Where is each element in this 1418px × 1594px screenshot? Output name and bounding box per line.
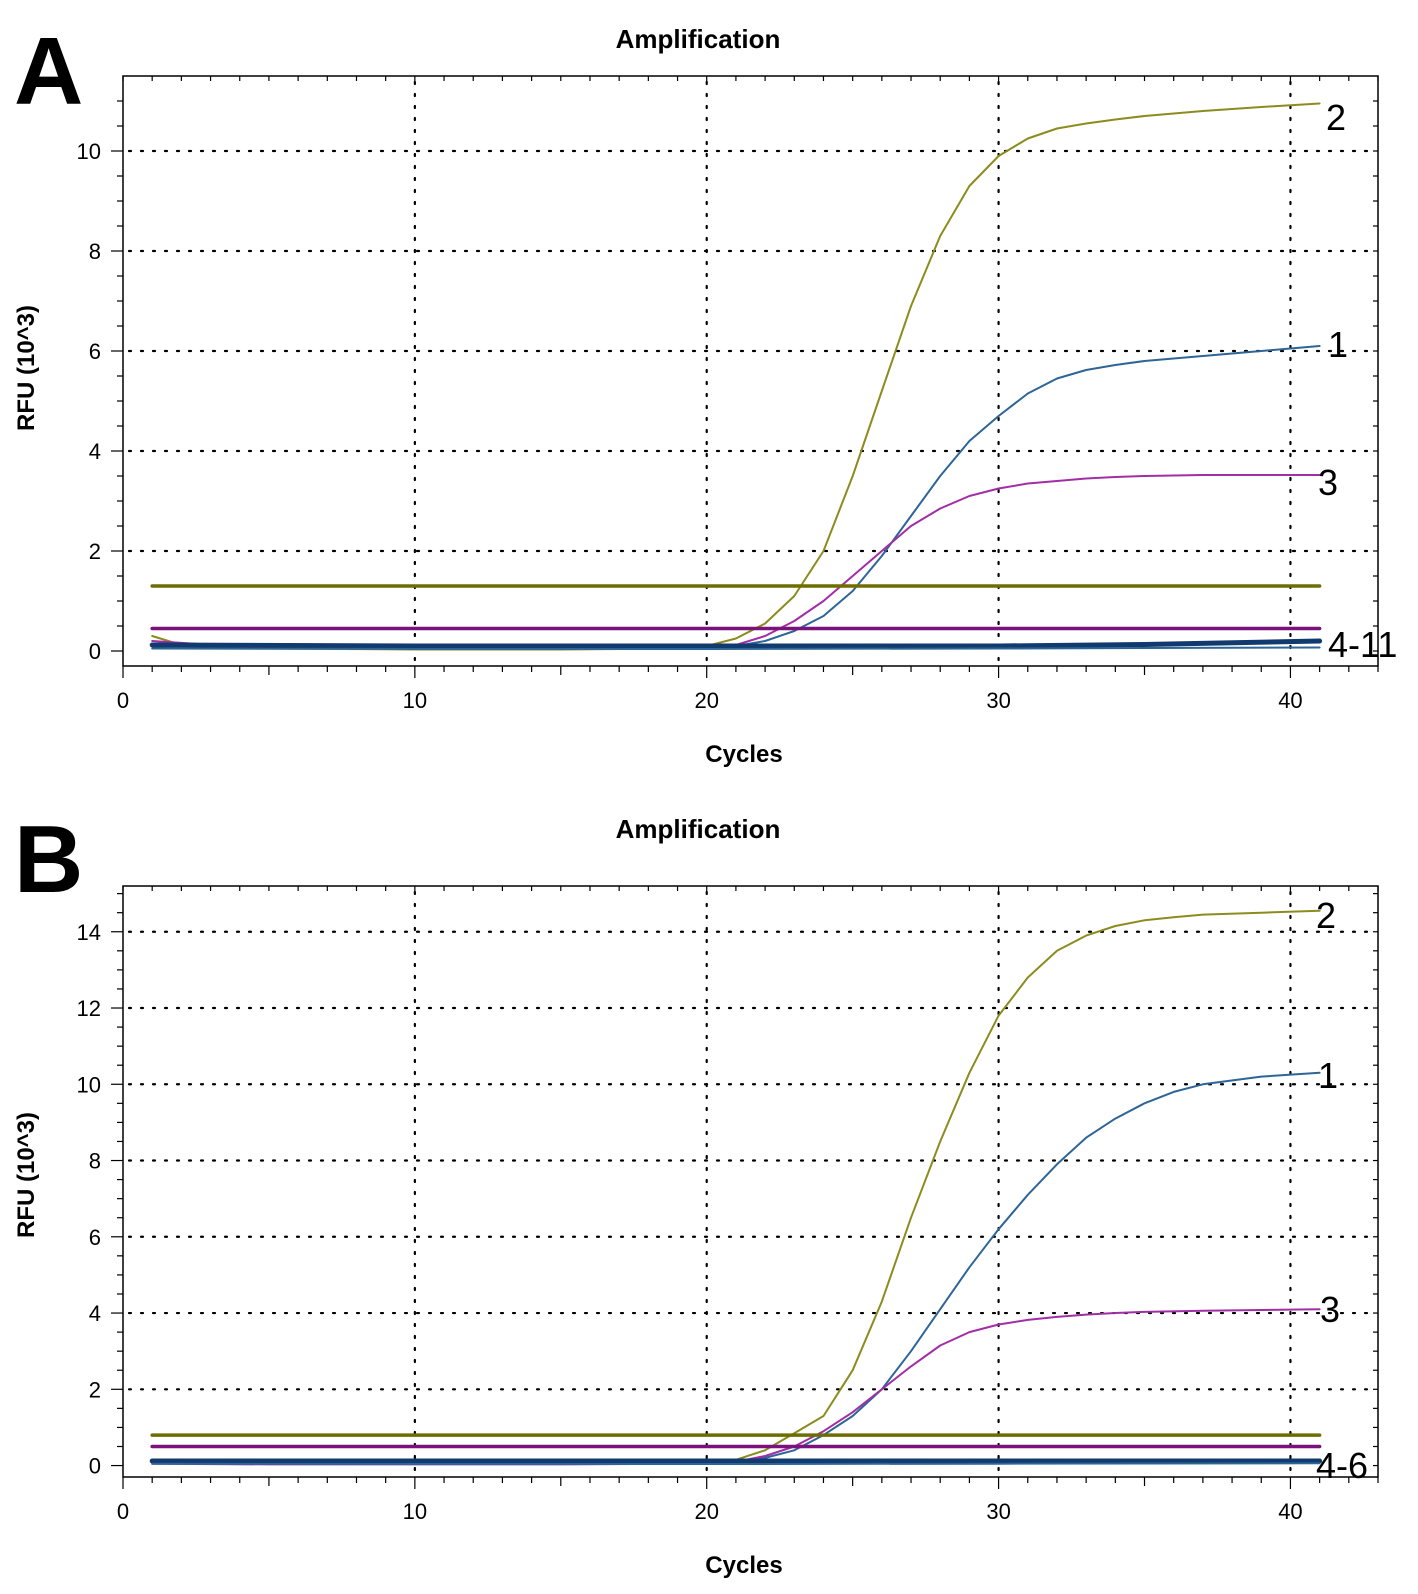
series-2	[151, 909, 1321, 1465]
y-tick-label-0: 0	[89, 639, 101, 664]
y-tick-label-8: 8	[89, 1149, 101, 1174]
panel-a-tick-labels: 0 10 20 30 40 0 2 4 6 8 10	[77, 139, 1303, 713]
y-tick-label-2: 2	[89, 539, 101, 564]
series-2	[151, 102, 1321, 651]
panel-a-title: Amplification	[616, 24, 781, 54]
y-tick-label-0: 0	[89, 1454, 101, 1479]
panel-b-x-axis-label: Cycles	[705, 1552, 782, 1579]
y-tick-label-10: 10	[77, 139, 101, 164]
panel-a-label-2: 2	[1326, 97, 1346, 138]
panel-b: B Amplification Cycles RFU (10^3) 0 10 20 3…	[13, 806, 1379, 1579]
series-3	[151, 474, 1321, 650]
panel-a-ticks	[111, 76, 1379, 678]
series-4-11-base	[151, 646, 1321, 650]
y-tick-label-4: 4	[89, 1301, 101, 1326]
panel-a-y-axis-label: RFU (10^3)	[13, 305, 40, 431]
x-tick-label-30: 30	[986, 688, 1010, 713]
y-tick-label-12: 12	[77, 996, 101, 1021]
panel-b-ticks	[111, 886, 1379, 1489]
panel-b-title: Amplification	[616, 814, 781, 844]
y-tick-label-6: 6	[89, 1225, 101, 1250]
panel-b-label-4-6: 4-6	[1316, 1445, 1368, 1486]
series-1	[151, 345, 1321, 650]
x-tick-label-20: 20	[694, 1499, 718, 1524]
x-tick-label-30: 30	[986, 1499, 1010, 1524]
panel-b-letter: B	[14, 806, 83, 913]
series-4-11	[149, 638, 1323, 649]
series-3	[151, 1308, 1321, 1466]
panel-a-letter: A	[14, 18, 83, 125]
x-tick-label-20: 20	[694, 688, 718, 713]
x-tick-label-0: 0	[117, 688, 129, 713]
panel-a-x-axis-label: Cycles	[705, 741, 782, 768]
panel-b-label-1: 1	[1318, 1055, 1338, 1096]
y-tick-label-2: 2	[89, 1377, 101, 1402]
x-tick-label-10: 10	[403, 1499, 427, 1524]
y-tick-label-14: 14	[77, 920, 101, 945]
x-tick-label-40: 40	[1278, 688, 1302, 713]
panel-b-label-3: 3	[1320, 1289, 1340, 1330]
panel-a: A Amplification Cycles RFU (10^3) 0 10 20 3…	[13, 18, 1397, 768]
panel-a-grid	[127, 80, 1376, 664]
x-tick-label-10: 10	[403, 688, 427, 713]
panel-b-plot-frame	[122, 885, 1379, 1478]
y-tick-label-10: 10	[77, 1072, 101, 1097]
series-4-6-base	[151, 1462, 1321, 1465]
panel-b-grid	[127, 890, 1376, 1475]
panel-a-series	[149, 102, 1323, 651]
panel-b-series	[149, 909, 1323, 1466]
panel-a-label-4-11: 4-11	[1328, 624, 1397, 665]
panel-a-label-3: 3	[1318, 462, 1338, 503]
y-tick-label-8: 8	[89, 239, 101, 264]
x-tick-label-0: 0	[117, 1499, 129, 1524]
panel-a-label-1: 1	[1328, 324, 1348, 365]
series-1	[151, 1071, 1321, 1465]
y-tick-label-4: 4	[89, 439, 101, 464]
y-tick-label-6: 6	[89, 339, 101, 364]
x-tick-label-40: 40	[1278, 1499, 1302, 1524]
panel-b-label-2: 2	[1316, 895, 1336, 936]
panel-a-plot-frame	[122, 75, 1379, 667]
panel-b-y-axis-label: RFU (10^3)	[13, 1112, 40, 1238]
panel-b-tick-labels: 0 10 20 30 40 0 2 4 6 8 10 12 14	[77, 920, 1303, 1524]
